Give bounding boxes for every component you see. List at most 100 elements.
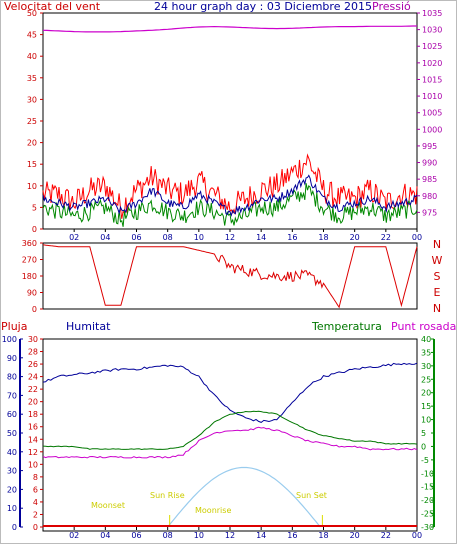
rain-tick-label: 8 [33,473,38,482]
humidity-tick-label: 10 [7,504,17,513]
dewpoint-line [42,426,418,459]
humidity-tick-label: 0 [12,523,17,532]
wind-tick-label: 20 [27,139,37,148]
x-tick-label: 02 [69,233,79,242]
rain-tick-label: 26 [28,360,38,369]
wind-tick-label: 0 [32,225,37,234]
humidity-tick-label: 90 [7,354,17,363]
rain-tick-label: 28 [28,348,38,357]
x-tick-label: 06 [131,233,141,242]
temperature-label: Temperatura [311,320,382,333]
humidity-tick-label: 40 [7,448,17,457]
pressure-tick-label: 995 [422,142,437,151]
direction-letter: W [432,254,443,267]
x-tick-label: 10 [194,233,204,242]
wind-tick-label: 15 [27,160,37,169]
temperature-tick-label: -5 [421,456,429,465]
x-tick-label: 16 [287,233,297,242]
pressure-tick-label: 975 [422,208,437,217]
x-tick-label: 12 [225,531,235,540]
pressure-tick-label: 1035 [422,9,442,18]
temperature-tick-label: 30 [421,362,431,371]
rain-tick-label: 10 [28,460,38,469]
x-tick-label: 00 [412,233,422,242]
wind-tick-label: 35 [27,74,37,83]
direction-tick-label: 180 [22,272,37,281]
pressure-tick-label: 985 [422,175,437,184]
temperature-tick-label: 25 [421,375,431,384]
humidity-line [42,362,418,423]
temphum-panel-frame [42,338,418,532]
direction-line [42,244,418,309]
rain-tick-label: 24 [28,373,38,382]
temperature-tick-label: 15 [421,402,431,411]
chart-marks: 0510152025303540455097598098599099510001… [2,9,443,540]
chart-title: 24 hour graph day : 03 Diciembre 2015 [154,0,372,13]
pressure-tick-label: 1000 [422,125,442,134]
humidity-tick-label: 30 [7,467,17,476]
wind-tick-label: 10 [27,182,37,191]
wind-tick-label: 50 [27,9,37,18]
temperature-tick-label: 0 [421,442,426,451]
gust-line [42,153,418,219]
x-tick-label: 08 [163,531,173,540]
x-tick-label: 00 [412,531,422,540]
wind-tick-label: 5 [32,203,37,212]
sunrise-label: Sun Rise [150,491,185,500]
rain-tick-label: 16 [28,423,38,432]
pressure-line [42,25,417,33]
temperature-tick-label: -15 [421,483,434,492]
temperature-tick-label: -25 [421,510,434,519]
wind-tick-label: 40 [27,52,37,61]
direction-letter: S [434,270,441,283]
x-tick-label: 22 [381,531,391,540]
temperature-tick-label: 10 [421,416,431,425]
wind-avg-line [42,174,418,217]
direction-tick-label: 90 [27,289,37,298]
dewpoint-label: Punt rosada [391,320,456,333]
rain-tick-label: 22 [28,385,38,394]
direction-letter: N [433,238,441,251]
rain-tick-label: 4 [33,498,38,507]
rain-tick-label: 12 [28,448,38,457]
x-tick-label: 16 [287,531,297,540]
x-tick-label: 20 [350,531,360,540]
temperature-tick-label: 35 [421,348,431,357]
rain-tick-label: 2 [33,510,38,519]
x-tick-label: 12 [225,233,235,242]
temperature-tick-label: -10 [421,469,434,478]
pressure-tick-label: 1015 [422,75,442,84]
x-tick-label: 18 [318,233,328,242]
pressure-tick-label: 990 [422,159,437,168]
humidity-tick-label: 100 [2,335,17,344]
temperature-tick-label: 40 [421,335,431,344]
x-tick-label: 02 [69,531,79,540]
sunset-label: Sun Set [296,491,327,500]
x-tick-label: 08 [163,233,173,242]
moonset-label: Moonset [91,501,125,510]
direction-tick-label: 360 [22,239,37,248]
x-tick-label: 18 [318,531,328,540]
humidity-tick-label: 80 [7,373,17,382]
wind-tick-label: 30 [27,95,37,104]
rain-tick-label: 20 [28,398,38,407]
x-tick-label: 04 [100,531,110,540]
x-tick-label: 14 [256,233,266,242]
rain-tick-label: 30 [28,335,38,344]
rain-tick-label: 0 [33,523,38,532]
pressure-tick-label: 1030 [422,26,442,35]
wind-speed-title: Velocitat del vent [4,0,101,13]
temperature-tick-label: 20 [421,389,431,398]
direction-letter: N [433,302,441,315]
pressure-tick-label: 1010 [422,92,442,101]
wind-min-line [42,183,418,227]
temperature-tick-label: -30 [421,523,434,532]
pressure-tick-label: 1005 [422,109,442,118]
rain-label: Pluja [1,320,27,333]
temperature-tick-label: 5 [421,429,426,438]
wind-tick-label: 25 [27,117,37,126]
humidity-tick-label: 70 [7,391,17,400]
pressure-tick-label: 980 [422,192,437,201]
solar-arc [167,466,321,528]
